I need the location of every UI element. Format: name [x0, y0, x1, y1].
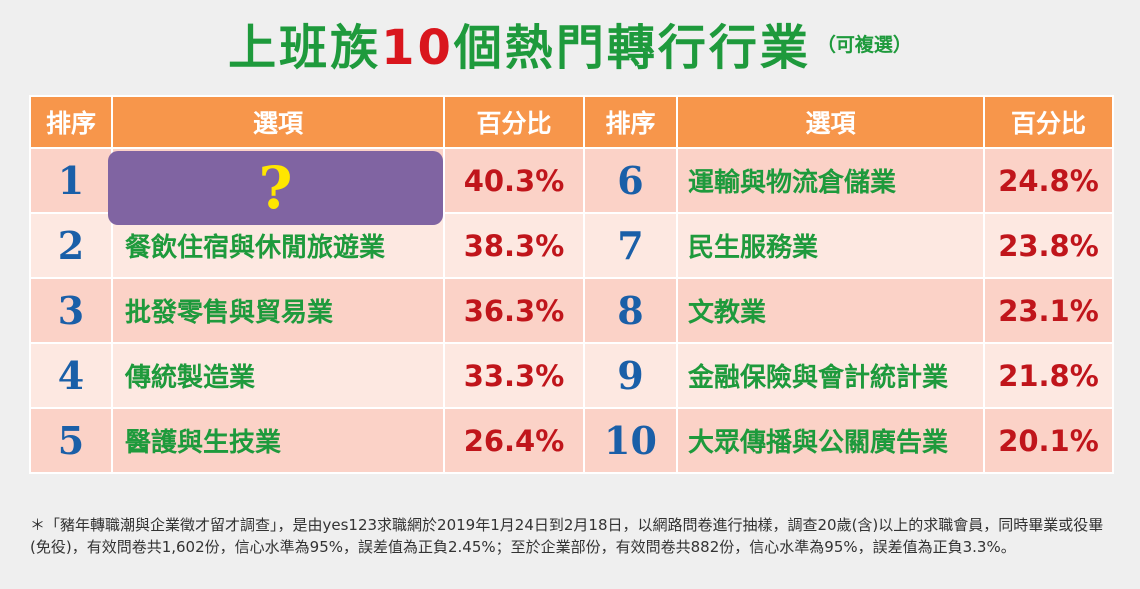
table-row: 4 傳統製造業 33.3% 9 金融保險與會計統計業 21.8%	[29, 342, 1114, 409]
percent-cell: 33.3%	[443, 342, 585, 409]
rank-cell: 4	[29, 342, 113, 409]
option-cell-hidden: ?	[108, 147, 445, 225]
percent-cell: 21.8%	[983, 342, 1114, 409]
option-cell: 批發零售與貿易業	[111, 277, 445, 344]
rank-cell: 9	[583, 342, 678, 409]
header-percent-right: 百分比	[983, 95, 1114, 149]
rank-cell: 2	[29, 212, 113, 279]
percent-cell: 20.1%	[983, 407, 1114, 474]
header-rank-left: 排序	[29, 95, 113, 149]
rank-cell: 5	[29, 407, 113, 474]
option-cell: 運輸與物流倉儲業	[676, 147, 985, 214]
title-prefix: 上班族	[228, 20, 382, 76]
header-rank-right: 排序	[583, 95, 678, 149]
table-header-row: 排序 選項 百分比 排序 選項 百分比	[29, 95, 1114, 149]
hidden-answer-box: ?	[108, 151, 443, 225]
rank-cell: 8	[583, 277, 678, 344]
rank-cell: 7	[583, 212, 678, 279]
header-option-right: 選項	[676, 95, 985, 149]
rank-cell: 6	[583, 147, 678, 214]
page-title: 上班族10個熱門轉行行業 （可複選）	[0, 8, 1140, 78]
header-percent-left: 百分比	[443, 95, 585, 149]
survey-footnote: ＊「豬年轉職潮與企業徵才留才調查」，是由yes123求職網於2019年1月24日…	[30, 516, 1104, 556]
rank-cell: 10	[583, 407, 678, 474]
percent-cell: 38.3%	[443, 212, 585, 279]
option-cell: 醫護與生技業	[111, 407, 445, 474]
title-main: 上班族10個熱門轉行行業	[228, 20, 811, 76]
rank-cell: 3	[29, 277, 113, 344]
title-note: （可複選）	[816, 33, 912, 56]
percent-cell: 36.3%	[443, 277, 585, 344]
table-row: 3 批發零售與貿易業 36.3% 8 文教業 23.1%	[29, 277, 1114, 344]
option-cell: 民生服務業	[676, 212, 985, 279]
table-row: 5 醫護與生技業 26.4% 10 大眾傳播與公關廣告業 20.1%	[29, 407, 1114, 474]
title-suffix: 個熱門轉行行業	[453, 20, 811, 76]
option-cell: 金融保險與會計統計業	[676, 342, 985, 409]
title-number: 10	[381, 20, 454, 76]
ranking-table: 排序 選項 百分比 排序 選項 百分比 1 ? 40.3% 6 運輸與物流倉儲業…	[29, 95, 1114, 474]
option-cell: 文教業	[676, 277, 985, 344]
question-mark-icon: ?	[258, 154, 293, 222]
percent-cell: 26.4%	[443, 407, 585, 474]
percent-cell: 40.3%	[443, 147, 585, 214]
percent-cell: 23.1%	[983, 277, 1114, 344]
header-option-left: 選項	[111, 95, 445, 149]
option-cell: 傳統製造業	[111, 342, 445, 409]
option-cell: 大眾傳播與公關廣告業	[676, 407, 985, 474]
table-row: 1 ? 40.3% 6 運輸與物流倉儲業 24.8%	[29, 147, 1114, 225]
rank-cell: 1	[29, 147, 113, 214]
percent-cell: 23.8%	[983, 212, 1114, 279]
percent-cell: 24.8%	[983, 147, 1114, 214]
